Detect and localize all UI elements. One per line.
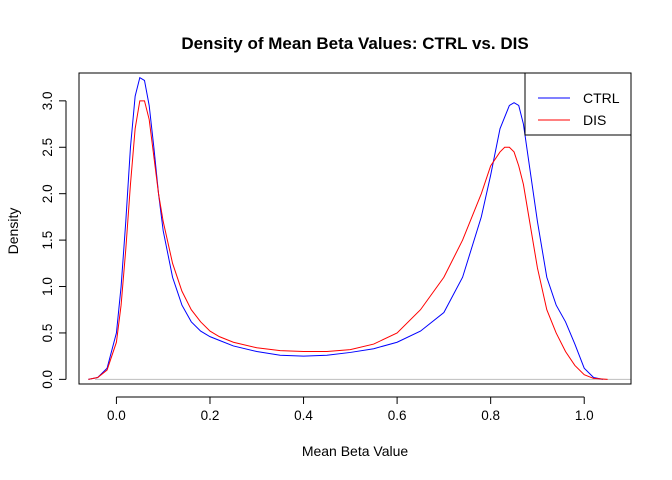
chart-title: Density of Mean Beta Values: CTRL vs. DI…	[181, 34, 528, 53]
x-axis-label: Mean Beta Value	[302, 443, 409, 459]
x-tick-label: 0.4	[294, 408, 313, 423]
series-line-dis	[88, 100, 608, 380]
legend-label-dis: DIS	[583, 112, 606, 128]
plot-frame	[78, 72, 632, 385]
y-tick-label: 2.5	[40, 138, 55, 157]
y-tick-label: 3.0	[40, 91, 55, 110]
y-axis-label: Density	[5, 208, 21, 255]
legend-box	[524, 72, 632, 136]
series-line-ctrl	[88, 76, 604, 380]
y-tick-label: 0.0	[40, 370, 55, 389]
x-tick-label: 0.6	[388, 408, 407, 423]
legend-label-ctrl: CTRL	[583, 90, 620, 106]
y-tick-label: 0.5	[40, 324, 55, 343]
x-tick-label: 0.0	[107, 408, 126, 423]
x-tick-label: 0.2	[201, 408, 220, 423]
y-axis: 0.0 0.5 1.0 1.5 2.0 2.5 3.0	[40, 91, 67, 389]
y-tick-label: 1.5	[40, 231, 55, 250]
y-tick-label: 1.0	[40, 277, 55, 296]
x-tick-label: 0.8	[481, 408, 500, 423]
series-layer	[88, 76, 608, 380]
x-axis: 0.0 0.2 0.4 0.6 0.8 1.0	[107, 396, 594, 423]
y-tick-label: 2.0	[40, 184, 55, 203]
x-tick-label: 1.0	[575, 408, 594, 423]
legend: CTRL DIS	[524, 72, 632, 136]
